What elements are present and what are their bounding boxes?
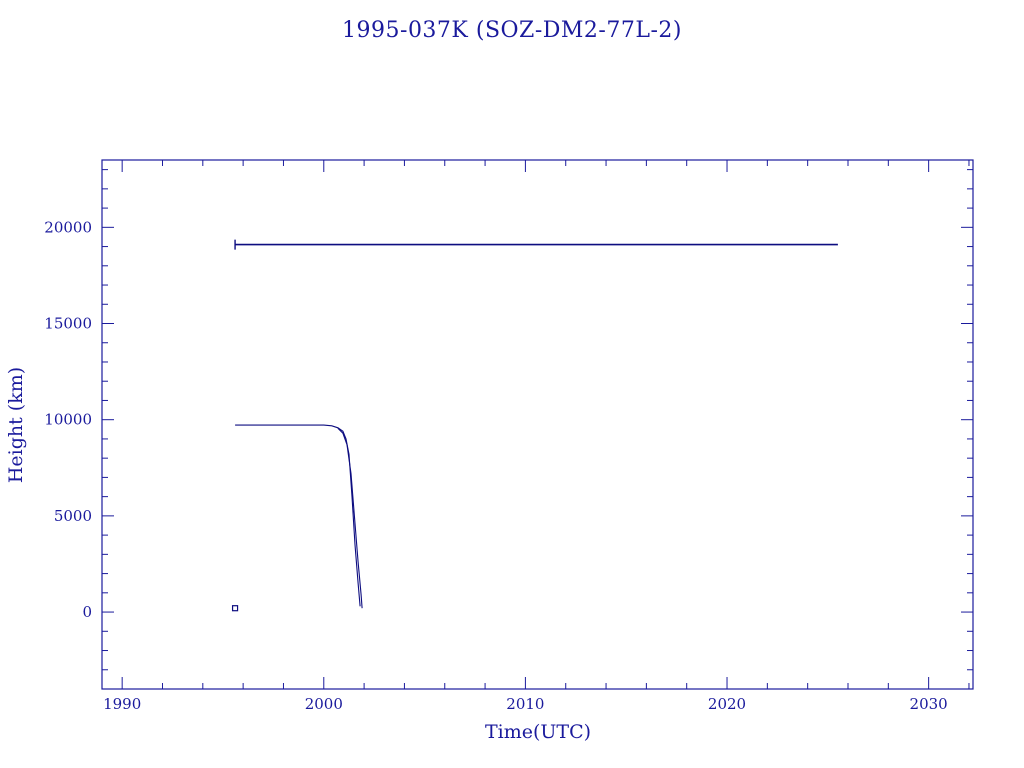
x-tick-label: 2020	[708, 695, 746, 713]
x-tick-label: 2000	[305, 695, 343, 713]
x-tick-label: 2010	[506, 695, 544, 713]
series-line	[235, 424, 361, 607]
axis-ticks	[102, 160, 973, 690]
y-tick-label: 5000	[54, 507, 92, 525]
plot-frame	[101, 159, 974, 690]
data-point	[231, 605, 239, 612]
y-tick-label: 20000	[44, 218, 92, 236]
y-axis-label: Height (km)	[5, 367, 27, 483]
x-axis-label: Time(UTC)	[485, 721, 591, 743]
x-tick-label: 2030	[910, 695, 948, 713]
x-tick-label: 1990	[103, 695, 141, 713]
series-layer	[231, 239, 838, 612]
y-tick-label: 15000	[44, 315, 92, 333]
chart-title: 1995-037K (SOZ-DM2-77L-2)	[342, 18, 682, 43]
axis-tick-labels: 1990 2000 2010 2020 2030 0 5000 10000 15000 20000	[44, 218, 947, 713]
y-tick-label: 0	[82, 603, 92, 621]
y-tick-label: 10000	[44, 411, 92, 429]
series-line	[337, 427, 363, 609]
